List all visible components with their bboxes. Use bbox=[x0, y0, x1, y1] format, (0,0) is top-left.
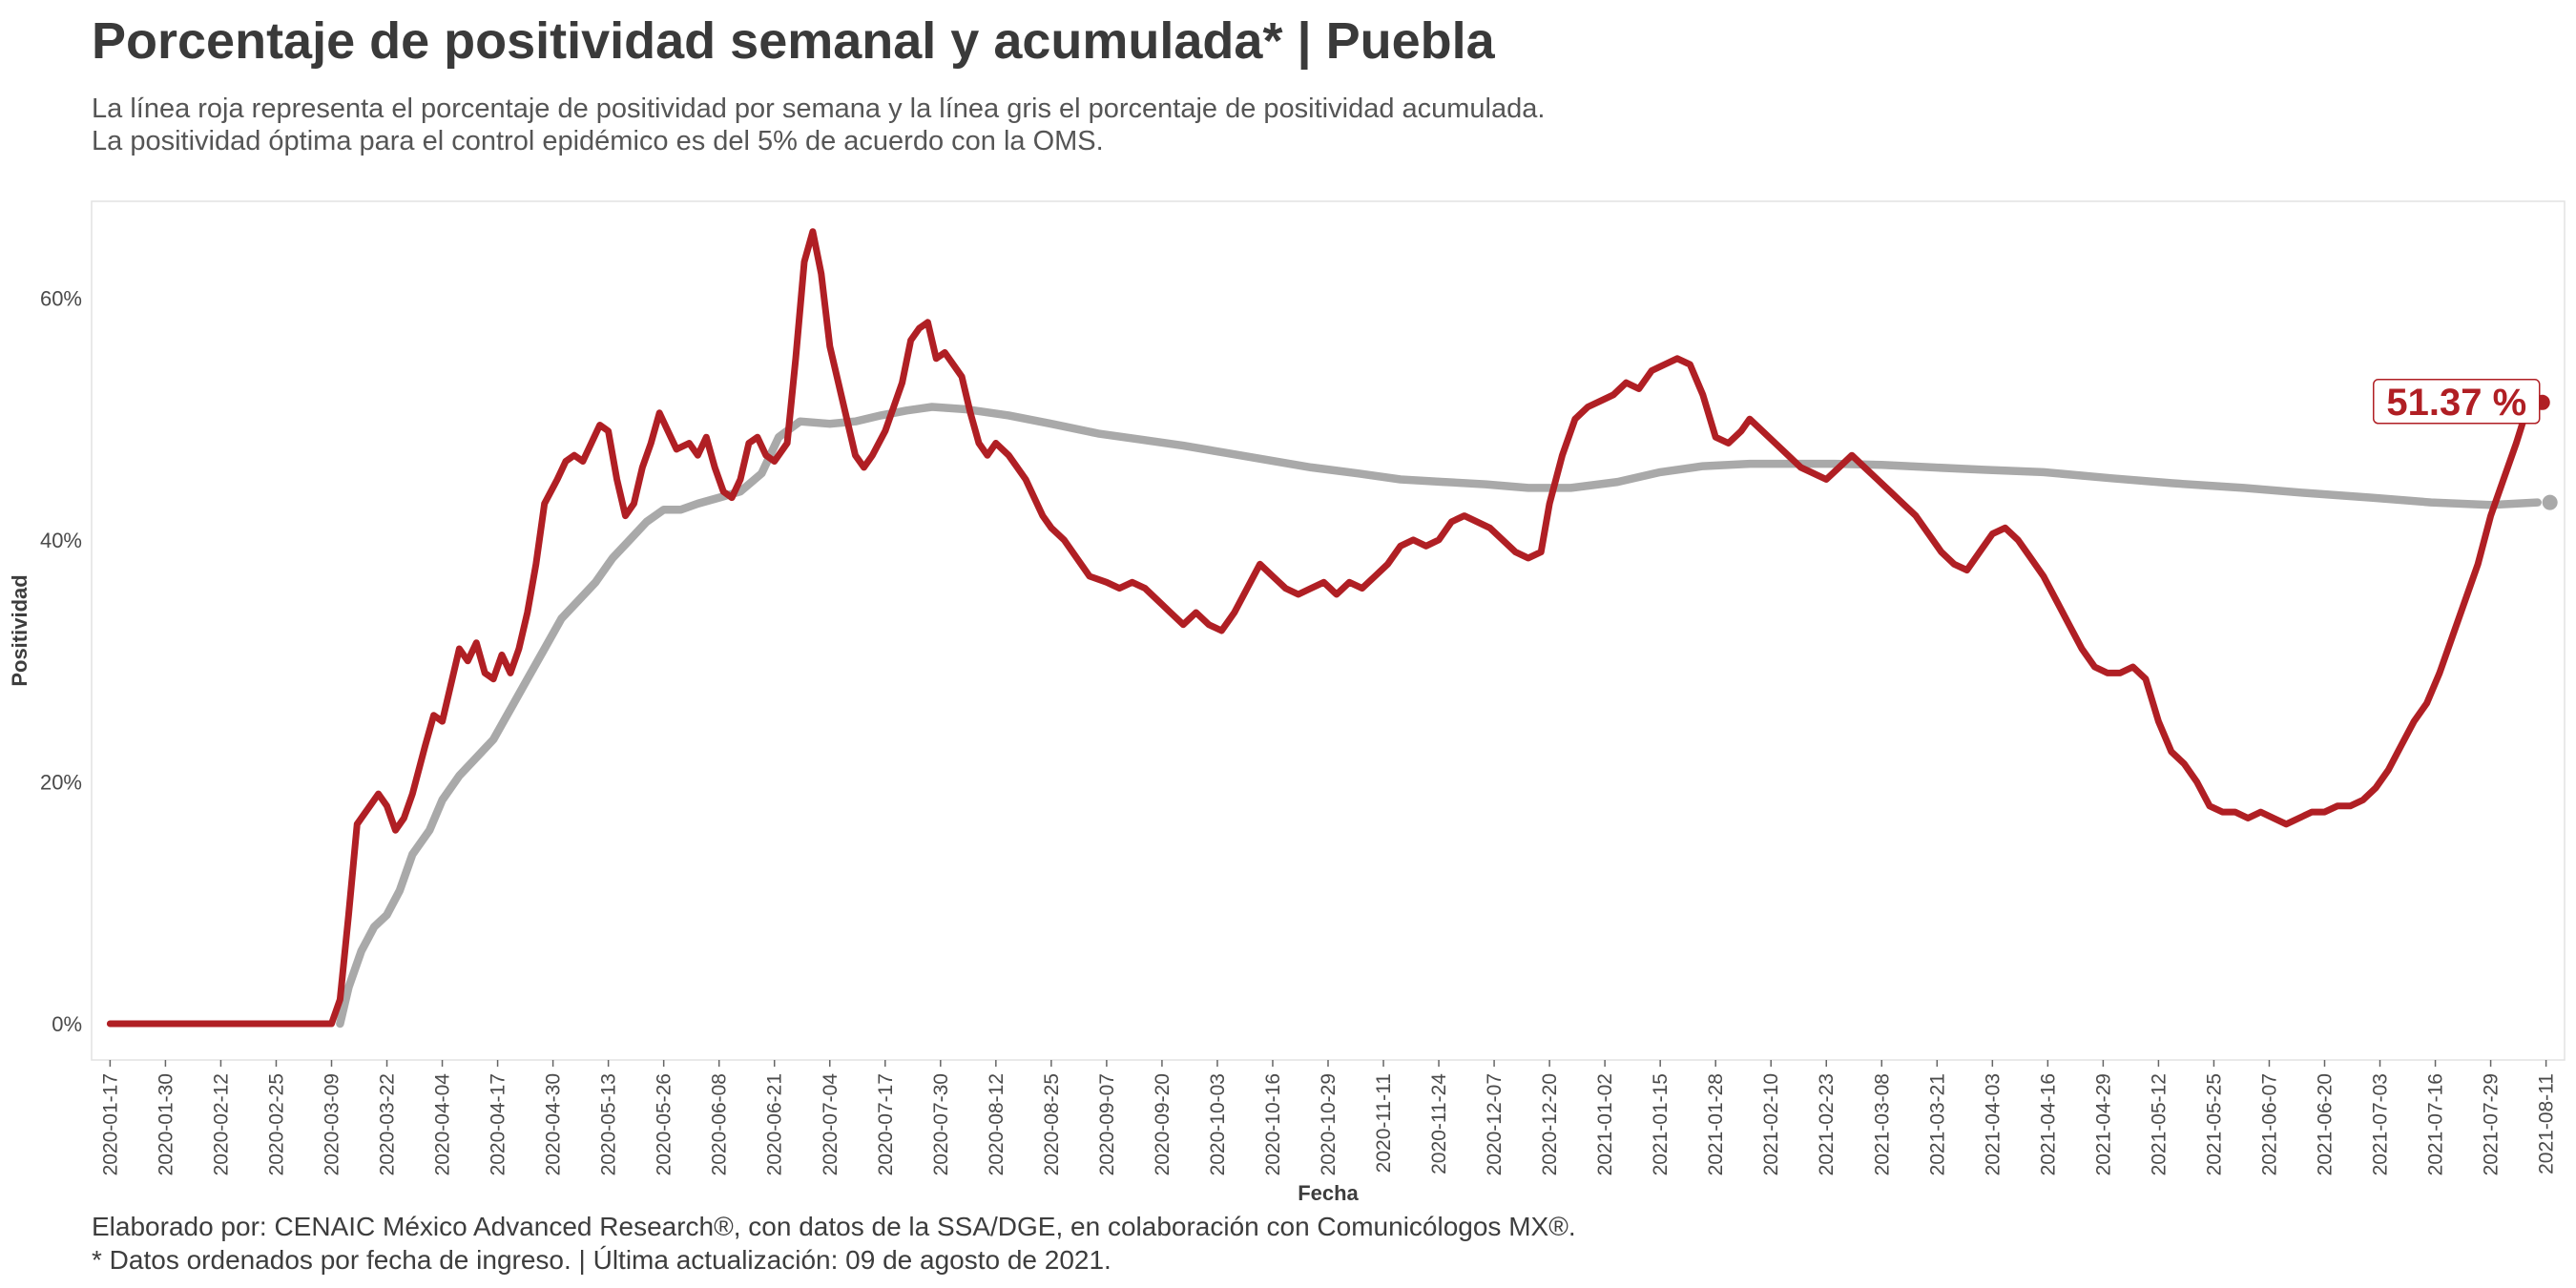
y-axis-title: Positividad bbox=[8, 574, 31, 686]
x-tick-label: 2020-10-29 bbox=[1318, 1073, 1340, 1175]
x-tick-label: 2020-07-30 bbox=[930, 1073, 952, 1175]
y-axis-ticks: 0% 20% 40% 60% bbox=[40, 286, 82, 1036]
x-tick-label: 2020-07-17 bbox=[875, 1073, 897, 1175]
x-tick-label: 2020-03-22 bbox=[377, 1073, 399, 1175]
chart-subtitle-line-1: La línea roja representa el porcentaje d… bbox=[92, 93, 1546, 124]
x-tick-label: 2020-06-21 bbox=[764, 1073, 786, 1175]
chart-title: Porcentaje de positividad semanal y acum… bbox=[92, 12, 1495, 70]
chart-subtitle-line-2: La positividad óptima para el control ep… bbox=[92, 126, 1104, 156]
x-tick-label: 2020-05-26 bbox=[654, 1073, 675, 1175]
y-tick-label: 0% bbox=[52, 1012, 82, 1036]
x-tick-label: 2021-05-12 bbox=[2148, 1073, 2170, 1175]
x-tick-label: 2020-02-12 bbox=[210, 1073, 232, 1175]
x-tick-label: 2020-02-25 bbox=[265, 1073, 287, 1175]
y-tick-label: 20% bbox=[40, 770, 82, 794]
x-tick-label: 2020-01-30 bbox=[155, 1073, 177, 1175]
update-caption: * Datos ordenados por fecha de ingreso. … bbox=[92, 1245, 1111, 1275]
x-tick-label: 2021-01-28 bbox=[1705, 1073, 1727, 1175]
y-tick-label: 60% bbox=[40, 286, 82, 310]
x-tick-label: 2021-04-16 bbox=[2037, 1073, 2059, 1175]
x-tick-label: 2021-06-07 bbox=[2258, 1073, 2280, 1175]
x-tick-label: 2020-12-20 bbox=[1539, 1073, 1561, 1175]
x-tick-label: 2020-08-25 bbox=[1041, 1073, 1063, 1175]
x-tick-label: 2020-11-11 bbox=[1373, 1073, 1395, 1173]
x-tick-label: 2021-07-29 bbox=[2481, 1073, 2503, 1175]
x-tick-label: 2020-07-04 bbox=[820, 1073, 841, 1176]
x-tick-label: 2021-04-03 bbox=[1982, 1073, 2004, 1175]
x-tick-label: 2020-05-13 bbox=[598, 1073, 620, 1175]
x-axis-title: Fecha bbox=[1298, 1181, 1359, 1205]
x-tick-label: 2020-12-07 bbox=[1484, 1073, 1506, 1175]
x-tick-label: 2020-06-08 bbox=[709, 1073, 731, 1175]
x-tick-label: 2021-01-02 bbox=[1594, 1073, 1616, 1175]
chart-series bbox=[106, 228, 2558, 1028]
annotation-box bbox=[2373, 379, 2541, 425]
latest-value-annotation: 51.37 % bbox=[2373, 379, 2541, 425]
x-tick-label: 2020-09-20 bbox=[1152, 1073, 1174, 1175]
annotation-value: 51.37 % bbox=[2386, 382, 2526, 424]
x-tick-label: 2021-05-25 bbox=[2203, 1073, 2225, 1175]
x-tick-label: 2021-02-10 bbox=[1760, 1073, 1782, 1175]
x-tick-label: 2021-03-08 bbox=[1871, 1073, 1893, 1175]
x-tick-label: 2020-01-17 bbox=[99, 1073, 121, 1175]
cumulative-positivity-line bbox=[336, 403, 2542, 1028]
x-tick-label: 2020-04-17 bbox=[488, 1073, 509, 1175]
x-tick-label: 2021-07-16 bbox=[2425, 1073, 2447, 1175]
cumulative-end-point bbox=[2542, 494, 2558, 510]
x-tick-label: 2021-08-11 bbox=[2536, 1073, 2558, 1174]
x-tick-label: 2020-10-16 bbox=[1262, 1073, 1284, 1175]
y-tick-label: 40% bbox=[40, 529, 82, 552]
x-tick-label: 2020-03-09 bbox=[322, 1073, 343, 1175]
source-caption: Elaborado por: CENAIC México Advanced Re… bbox=[92, 1212, 1576, 1241]
x-tick-label: 2021-01-15 bbox=[1650, 1073, 1672, 1175]
plot-panel bbox=[91, 200, 2566, 1061]
x-tick-label: 2020-11-24 bbox=[1428, 1073, 1450, 1174]
x-axis-ticks: 2020-01-17 2020-01-30 2020-02-12 2020-02-25… bbox=[99, 1060, 2558, 1176]
x-tick-label: 2021-03-21 bbox=[1926, 1073, 1948, 1175]
x-tick-label: 2020-04-04 bbox=[432, 1073, 454, 1176]
x-tick-label: 2021-07-03 bbox=[2370, 1073, 2392, 1175]
x-tick-label: 2021-02-23 bbox=[1816, 1073, 1838, 1175]
x-tick-label: 2020-08-12 bbox=[986, 1073, 1008, 1175]
weekly-positivity-line bbox=[106, 228, 2533, 1028]
x-tick-label: 2020-09-07 bbox=[1096, 1073, 1118, 1175]
x-tick-label: 2020-04-30 bbox=[543, 1073, 565, 1175]
x-tick-label: 2021-06-20 bbox=[2314, 1073, 2336, 1175]
x-tick-label: 2021-04-29 bbox=[2092, 1073, 2114, 1175]
x-tick-label: 2020-10-03 bbox=[1207, 1073, 1229, 1175]
